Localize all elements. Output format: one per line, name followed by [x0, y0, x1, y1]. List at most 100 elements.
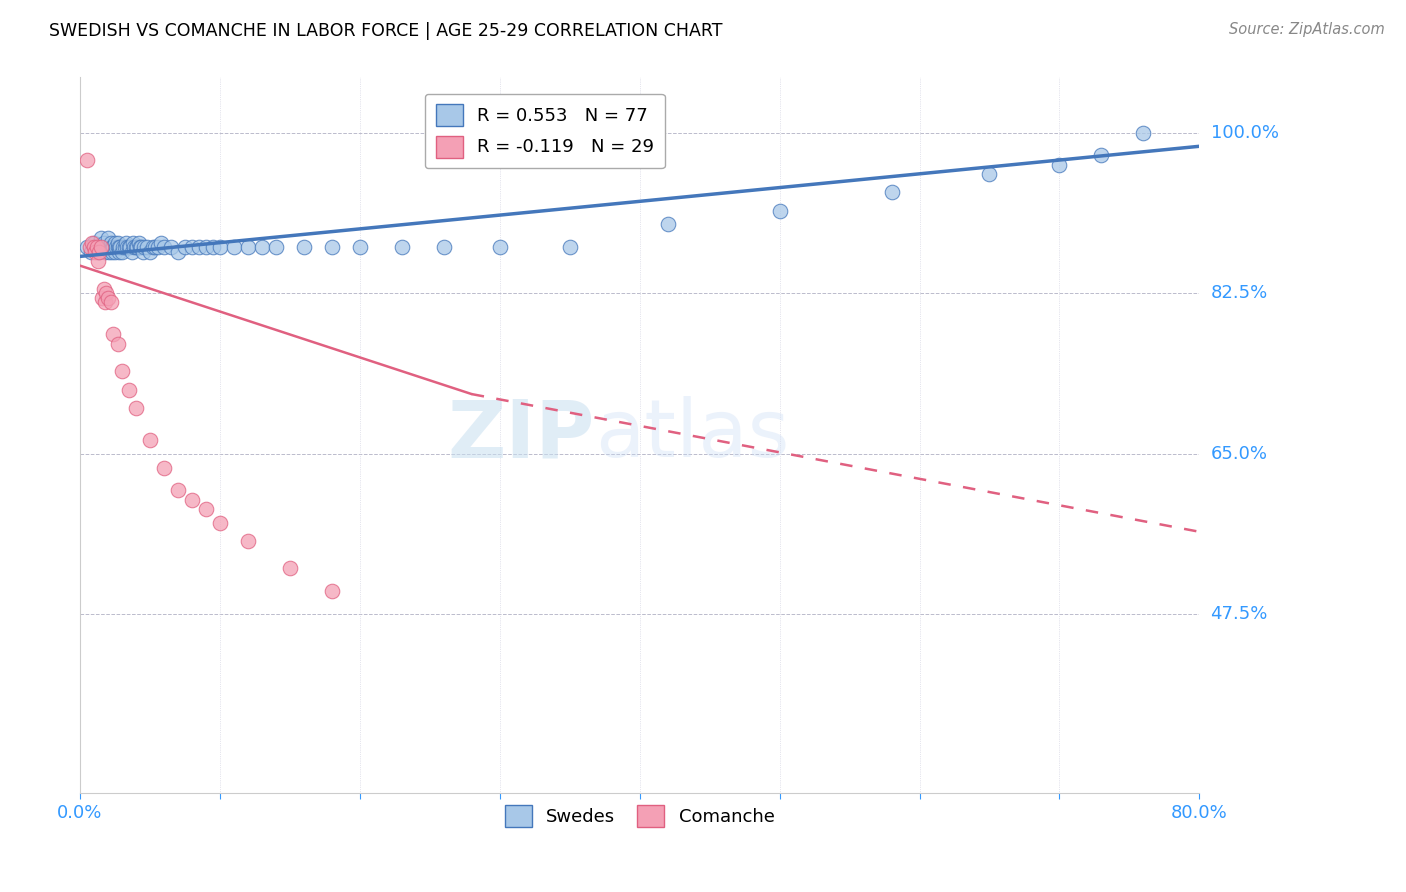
- Point: [107, 235, 129, 250]
- Text: ZIP: ZIP: [447, 396, 595, 475]
- Point: [208, 516, 231, 530]
- Point: [90, 240, 112, 254]
- Point: [132, 244, 155, 259]
- Point: [96, 240, 118, 254]
- Text: Source: ZipAtlas.com: Source: ZipAtlas.com: [1229, 22, 1385, 37]
- Point: [222, 240, 245, 254]
- Point: [124, 240, 146, 254]
- Point: [118, 383, 141, 397]
- Point: [83, 235, 105, 250]
- Point: [145, 240, 167, 254]
- Point: [194, 240, 217, 254]
- Point: [93, 281, 115, 295]
- Point: [91, 240, 114, 254]
- Point: [349, 240, 371, 254]
- Point: [150, 235, 173, 250]
- Point: [128, 235, 150, 250]
- Point: [180, 240, 202, 254]
- Point: [321, 240, 343, 254]
- Point: [86, 240, 108, 254]
- Point: [110, 240, 132, 254]
- Point: [278, 561, 301, 575]
- Point: [1049, 158, 1071, 172]
- Point: [98, 244, 121, 259]
- Point: [129, 240, 152, 254]
- Point: [87, 244, 110, 259]
- Point: [236, 240, 259, 254]
- Point: [264, 240, 287, 254]
- Point: [117, 240, 139, 254]
- Point: [125, 401, 148, 415]
- Point: [558, 240, 581, 254]
- Point: [153, 240, 176, 254]
- Point: [160, 240, 183, 254]
- Point: [125, 240, 148, 254]
- Point: [880, 185, 903, 199]
- Point: [76, 153, 98, 167]
- Point: [90, 231, 112, 245]
- Point: [105, 240, 128, 254]
- Point: [236, 533, 259, 548]
- Point: [108, 240, 131, 254]
- Text: 47.5%: 47.5%: [1211, 606, 1268, 624]
- Point: [391, 240, 413, 254]
- Point: [173, 240, 195, 254]
- Point: [100, 240, 122, 254]
- Point: [1090, 148, 1112, 162]
- Text: 82.5%: 82.5%: [1211, 285, 1268, 302]
- Point: [107, 240, 129, 254]
- Point: [114, 240, 136, 254]
- Point: [86, 240, 108, 254]
- Point: [433, 240, 456, 254]
- Point: [90, 240, 112, 254]
- Point: [87, 254, 110, 268]
- Point: [187, 240, 209, 254]
- Point: [76, 240, 98, 254]
- Text: 100.0%: 100.0%: [1211, 123, 1278, 142]
- Text: 65.0%: 65.0%: [1211, 445, 1268, 463]
- Point: [104, 235, 127, 250]
- Text: atlas: atlas: [595, 396, 789, 475]
- Point: [180, 492, 202, 507]
- Point: [101, 244, 124, 259]
- Point: [122, 235, 145, 250]
- Point: [166, 244, 188, 259]
- Point: [139, 244, 162, 259]
- Point: [166, 483, 188, 498]
- Point: [83, 240, 105, 254]
- Point: [111, 244, 134, 259]
- Point: [103, 327, 125, 342]
- Point: [201, 240, 224, 254]
- Point: [101, 240, 124, 254]
- Point: [979, 167, 1001, 181]
- Point: [111, 364, 134, 378]
- Point: [118, 240, 141, 254]
- Point: [84, 244, 107, 259]
- Point: [208, 240, 231, 254]
- Point: [107, 336, 129, 351]
- Point: [94, 295, 117, 310]
- Point: [134, 240, 156, 254]
- Point: [321, 584, 343, 599]
- Point: [97, 291, 120, 305]
- Point: [768, 203, 790, 218]
- Point: [127, 240, 149, 254]
- Point: [97, 231, 120, 245]
- Point: [103, 240, 125, 254]
- Point: [80, 244, 103, 259]
- Point: [82, 235, 104, 250]
- Point: [94, 244, 117, 259]
- Text: SWEDISH VS COMANCHE IN LABOR FORCE | AGE 25-29 CORRELATION CHART: SWEDISH VS COMANCHE IN LABOR FORCE | AGE…: [49, 22, 723, 40]
- Point: [112, 240, 135, 254]
- Point: [657, 217, 679, 231]
- Point: [89, 244, 111, 259]
- Point: [148, 240, 170, 254]
- Point: [488, 240, 510, 254]
- Point: [194, 501, 217, 516]
- Point: [250, 240, 273, 254]
- Point: [1132, 126, 1154, 140]
- Point: [93, 235, 115, 250]
- Point: [91, 291, 114, 305]
- Point: [136, 240, 159, 254]
- Point: [153, 460, 176, 475]
